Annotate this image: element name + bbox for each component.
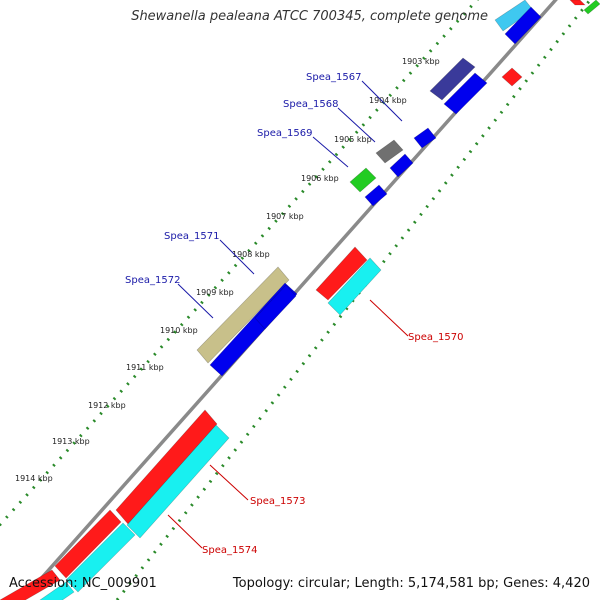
tick-label: 1913 kbp: [52, 437, 90, 446]
tick-label: 1904 kbp: [369, 96, 407, 105]
gene-arrow[interactable]: [364, 184, 388, 207]
leader-line: [167, 514, 203, 549]
gene-label[interactable]: Spea_1573: [250, 496, 305, 507]
genome-backbone: [20, 0, 558, 600]
gene-arrow[interactable]: [254, 284, 297, 330]
tick-label: 1909 kbp: [196, 288, 234, 297]
gene-arrow[interactable]: [349, 167, 377, 193]
gene-label[interactable]: Spea_1569: [257, 128, 312, 139]
gene-arrow[interactable]: [39, 581, 75, 600]
tick-label: 1905 kbp: [334, 135, 372, 144]
gene-label[interactable]: Spea_1572: [125, 275, 180, 286]
gene-arrow[interactable]: [389, 153, 414, 178]
gene-arrow[interactable]: [54, 509, 122, 579]
gene-arrow[interactable]: [501, 67, 523, 87]
gene-label[interactable]: Spea_1567: [306, 72, 361, 83]
gene-arrow[interactable]: [327, 257, 382, 316]
gene-arrow[interactable]: [315, 246, 368, 301]
tick-labels: 1903 kbp 1904 kbp 1905 kbp 1906 kbp 1907…: [15, 57, 440, 483]
gene-labels: Spea_1567 Spea_1568 Spea_1569 Spea_1571 …: [125, 72, 463, 556]
map-title: Shewanella pealeana ATCC 700345, complet…: [131, 9, 488, 24]
gene-arrow[interactable]: [0, 569, 61, 600]
gene-arrow[interactable]: [126, 424, 230, 539]
tick-label: 1908 kbp: [232, 250, 270, 259]
leader-line: [369, 299, 409, 337]
tick-label: 1910 kbp: [160, 326, 198, 335]
tick-track-outer: [0, 0, 479, 527]
forward-features: [196, 0, 542, 377]
gene-arrow[interactable]: [375, 139, 404, 164]
gene-arrow[interactable]: [196, 266, 290, 364]
tick-label: 1911 kbp: [126, 363, 164, 372]
genome-summary: Topology: circular; Length: 5,174,581 bp…: [232, 576, 590, 591]
leader-line: [209, 464, 249, 501]
tick-label: 1914 kbp: [15, 474, 53, 483]
tick-label: 1907 kbp: [266, 212, 304, 221]
tick-label: 1906 kbp: [301, 174, 339, 183]
tick-label: 1903 kbp: [402, 57, 440, 66]
leader-line: [177, 283, 214, 319]
leader-line: [219, 239, 255, 275]
leader-line: [361, 80, 403, 122]
gene-arrow[interactable]: [429, 57, 476, 101]
leader-line: [312, 136, 349, 168]
gene-arrow[interactable]: [413, 127, 437, 149]
gene-label[interactable]: Spea_1571: [164, 231, 219, 242]
gene-arrow[interactable]: [115, 409, 218, 525]
tick-label: 1912 kbp: [88, 401, 126, 410]
accession-label: Accession: NC_009901: [9, 576, 157, 591]
leader-line: [337, 107, 376, 143]
gene-arrow[interactable]: [65, 522, 136, 593]
gene-arrow[interactable]: [504, 6, 542, 45]
gene-arrow[interactable]: [583, 0, 600, 15]
gene-label[interactable]: Spea_1574: [202, 545, 257, 556]
gene-arrow[interactable]: [443, 72, 488, 115]
gene-label[interactable]: Spea_1568: [283, 99, 338, 110]
gene-label[interactable]: Spea_1570: [408, 332, 463, 343]
label-leaders: [167, 80, 409, 549]
gene-arrow[interactable]: [569, 0, 586, 6]
